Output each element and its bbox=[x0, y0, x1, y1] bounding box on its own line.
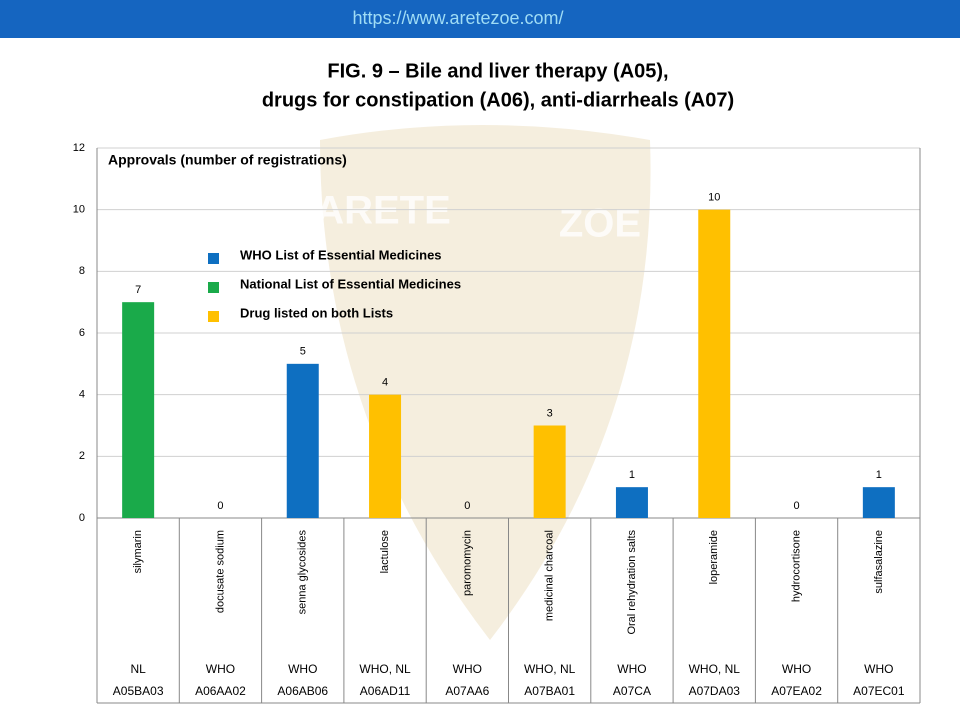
bar bbox=[369, 394, 402, 518]
code-label: A06AA02 bbox=[195, 684, 246, 698]
header-url[interactable]: https://www.aretezoe.com/ bbox=[352, 8, 563, 28]
value-label: 1 bbox=[876, 469, 882, 481]
bar bbox=[862, 487, 895, 518]
x-tick-label: paromomycin bbox=[461, 530, 473, 596]
watermark: ZOE bbox=[559, 202, 641, 246]
bar bbox=[533, 425, 566, 518]
x-tick-label: senna glycosides bbox=[297, 530, 309, 615]
y-tick-label: 6 bbox=[79, 327, 85, 339]
chart-title: FIG. 9 – Bile and liver therapy (A05), bbox=[327, 60, 668, 82]
value-label: 5 bbox=[300, 346, 306, 358]
bar bbox=[615, 487, 648, 518]
legend-label: Drug listed on both Lists bbox=[240, 305, 393, 320]
x-tick-label: medicinal charcoal bbox=[544, 530, 556, 621]
value-label: 10 bbox=[708, 192, 720, 204]
code-label: A06AB06 bbox=[277, 684, 328, 698]
y-axis-title: Approvals (number of registrations) bbox=[108, 152, 347, 168]
value-label: 4 bbox=[382, 377, 388, 389]
watermark-shield bbox=[320, 125, 651, 640]
x-tick-label: hydrocortisone bbox=[790, 530, 802, 602]
value-label: 0 bbox=[793, 500, 799, 512]
code-label: A07BA01 bbox=[524, 684, 575, 698]
value-label: 0 bbox=[464, 500, 470, 512]
list-label: WHO bbox=[782, 662, 811, 676]
bar bbox=[286, 363, 319, 518]
bar bbox=[122, 302, 155, 518]
code-label: A06AD11 bbox=[360, 684, 411, 698]
watermark: ARETE bbox=[315, 189, 451, 233]
value-label: 0 bbox=[217, 500, 223, 512]
value-label: 3 bbox=[547, 407, 553, 419]
x-tick-label: docusate sodium bbox=[214, 530, 226, 613]
legend-label: WHO List of Essential Medicines bbox=[240, 247, 442, 262]
y-tick-label: 4 bbox=[79, 389, 85, 401]
x-tick-label: loperamide bbox=[708, 530, 720, 584]
code-label: A05BA03 bbox=[113, 684, 164, 698]
value-label: 1 bbox=[629, 469, 635, 481]
code-label: A07CA bbox=[613, 684, 651, 698]
list-label: WHO bbox=[288, 662, 317, 676]
x-tick-label: Oral rehydration salts bbox=[626, 530, 638, 635]
chart-title: drugs for constipation (A06), anti-diarr… bbox=[262, 89, 734, 111]
y-tick-label: 8 bbox=[79, 265, 85, 277]
code-label: A07EC01 bbox=[853, 684, 905, 698]
code-label: A07DA03 bbox=[689, 684, 741, 698]
y-tick-label: 0 bbox=[79, 512, 85, 524]
list-label: NL bbox=[130, 662, 146, 676]
legend-label: National List of Essential Medicines bbox=[240, 276, 461, 291]
x-tick-label: lactulose bbox=[379, 530, 391, 573]
list-label: WHO bbox=[453, 662, 482, 676]
list-label: WHO bbox=[206, 662, 235, 676]
y-tick-label: 10 bbox=[73, 204, 85, 216]
y-tick-label: 2 bbox=[79, 450, 85, 462]
list-label: WHO bbox=[617, 662, 646, 676]
list-label: WHO bbox=[864, 662, 893, 676]
legend-swatch bbox=[208, 282, 219, 293]
bar bbox=[698, 209, 731, 518]
list-label: WHO, NL bbox=[359, 662, 411, 676]
legend-swatch bbox=[208, 311, 219, 322]
list-label: WHO, NL bbox=[689, 662, 741, 676]
x-tick-label: sulfasalazine bbox=[873, 530, 885, 594]
header-bar bbox=[0, 0, 960, 38]
value-label: 7 bbox=[135, 284, 141, 296]
y-tick-label: 12 bbox=[73, 142, 85, 154]
code-label: A07EA02 bbox=[771, 684, 822, 698]
legend-swatch bbox=[208, 253, 219, 264]
list-label: WHO, NL bbox=[524, 662, 576, 676]
x-tick-label: silymarin bbox=[132, 530, 144, 573]
code-label: A07AA6 bbox=[445, 684, 489, 698]
